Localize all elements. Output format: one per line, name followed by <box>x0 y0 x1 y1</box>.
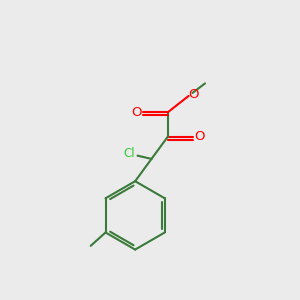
Text: O: O <box>131 106 141 119</box>
Text: Cl: Cl <box>123 147 135 160</box>
Text: O: O <box>189 88 199 101</box>
Text: O: O <box>194 130 205 143</box>
